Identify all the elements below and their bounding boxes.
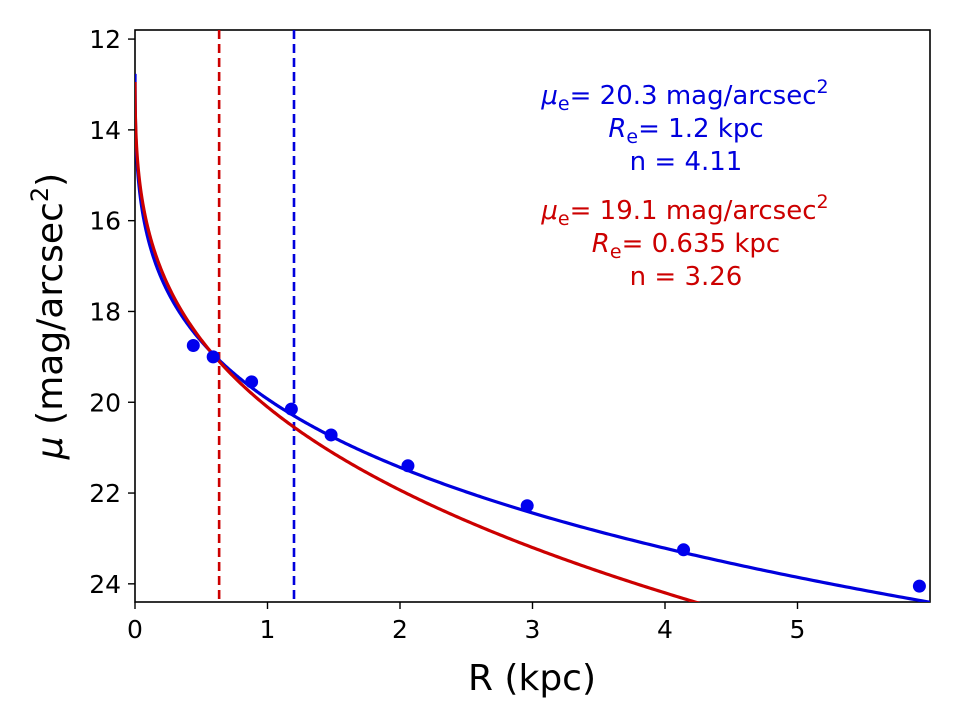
y-axis-label: μ (mag/arcsec2) bbox=[26, 173, 71, 460]
data-point bbox=[284, 402, 298, 416]
sersic-fit-curves bbox=[135, 72, 930, 602]
x-axis: 0 1 2 3 4 5 bbox=[127, 602, 805, 644]
y-tick-label: 22 bbox=[89, 479, 121, 508]
fit-red-curve bbox=[135, 80, 701, 602]
y-axis-label-sup: 2 bbox=[26, 187, 54, 202]
y-tick-label: 14 bbox=[89, 116, 121, 145]
x-tick-label: 5 bbox=[790, 615, 806, 644]
annotation-red: μe= 19.1 mag/arcsec2 Re= 0.635 kpc n = 3… bbox=[540, 191, 828, 292]
fit-blue-curve bbox=[135, 72, 930, 602]
x-tick-label: 3 bbox=[525, 615, 541, 644]
x-tick-label: 1 bbox=[260, 615, 276, 644]
data-point bbox=[912, 579, 926, 593]
data-point bbox=[324, 428, 338, 442]
y-axis-label-mu: μ bbox=[30, 436, 71, 460]
y-tick-label: 12 bbox=[89, 25, 121, 54]
data-point bbox=[520, 499, 534, 513]
y-axis: 12 14 16 18 20 22 24 bbox=[89, 25, 135, 599]
x-axis-label: R (kpc) bbox=[468, 658, 596, 699]
observed-points bbox=[186, 339, 926, 593]
y-tick-label: 24 bbox=[89, 570, 121, 599]
y-tick-label: 18 bbox=[89, 297, 121, 326]
annotation-red-re: Re= 0.635 kpc bbox=[592, 229, 780, 263]
data-point bbox=[186, 339, 200, 353]
annotation-red-n: n = 3.26 bbox=[630, 262, 743, 292]
annotation-blue-n: n = 4.11 bbox=[630, 147, 743, 177]
x-tick-label: 4 bbox=[657, 615, 673, 644]
x-tick-label: 2 bbox=[392, 615, 408, 644]
y-tick-label: 20 bbox=[89, 388, 121, 417]
annotation-blue: μe= 20.3 mag/arcsec2 Re= 1.2 kpc n = 4.1… bbox=[540, 76, 828, 177]
annotation-blue-re: Re= 1.2 kpc bbox=[608, 114, 763, 148]
x-tick-label: 0 bbox=[127, 615, 143, 644]
data-point bbox=[677, 543, 691, 557]
y-axis-label-close: ) bbox=[30, 173, 71, 187]
plot-area-frame bbox=[134, 29, 931, 603]
annotation-blue-mu: μe= 20.3 mag/arcsec2 bbox=[540, 76, 828, 115]
data-point bbox=[206, 350, 220, 364]
y-tick-label: 16 bbox=[89, 207, 121, 236]
data-point bbox=[245, 375, 259, 389]
annotation-red-mu: μe= 19.1 mag/arcsec2 bbox=[540, 191, 828, 230]
data-point bbox=[401, 459, 415, 473]
y-axis-label-units: (mag/arcsec bbox=[30, 202, 71, 425]
effective-radius-lines bbox=[217, 30, 296, 602]
